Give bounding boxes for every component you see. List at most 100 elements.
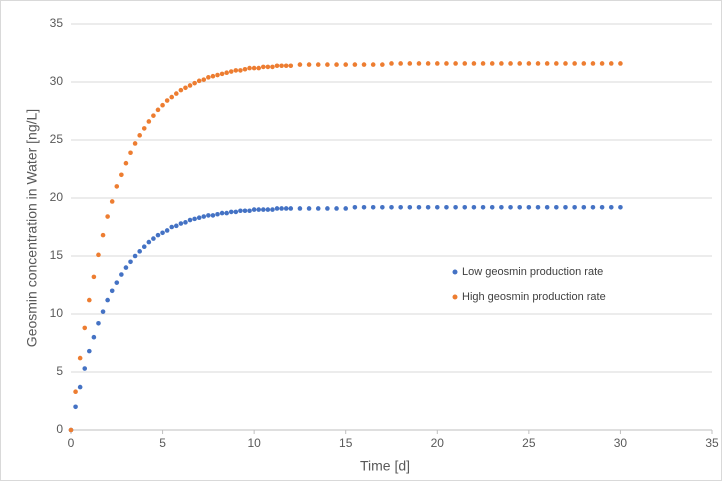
data-point	[526, 204, 532, 210]
data-point	[178, 87, 184, 93]
data-point	[526, 61, 532, 66]
legend-marker	[452, 269, 458, 275]
data-point	[297, 206, 303, 211]
x-tick-label: 20	[431, 436, 445, 450]
data-point	[228, 209, 234, 215]
data-point	[590, 61, 596, 66]
data-point	[224, 70, 229, 76]
data-point	[132, 253, 138, 259]
data-point	[297, 62, 303, 67]
data-point	[352, 204, 358, 210]
data-point	[434, 204, 440, 210]
data-point	[151, 113, 156, 118]
data-point	[425, 204, 431, 210]
data-point	[100, 232, 106, 238]
data-point	[164, 228, 170, 233]
data-point	[398, 204, 403, 210]
data-point	[279, 206, 284, 211]
data-point	[238, 68, 243, 73]
data-point	[160, 102, 165, 108]
data-point	[174, 223, 179, 229]
legend-label: High geosmin production rate	[462, 291, 606, 303]
data-point	[228, 69, 234, 74]
data-point	[563, 204, 568, 210]
data-point	[471, 61, 477, 66]
data-point	[169, 94, 175, 100]
data-point	[247, 208, 252, 214]
data-point	[462, 61, 468, 66]
data-point	[544, 61, 550, 66]
y-tick-label: 15	[50, 248, 64, 262]
data-point	[242, 66, 248, 72]
data-point	[141, 244, 147, 250]
data-point	[210, 73, 216, 79]
data-point	[572, 204, 577, 210]
data-point	[233, 209, 239, 215]
data-point	[288, 63, 294, 69]
data-point	[224, 210, 229, 216]
y-tick-label: 20	[50, 190, 64, 204]
data-point	[123, 160, 129, 166]
data-point	[128, 150, 133, 156]
data-point	[590, 204, 596, 210]
data-point	[352, 62, 358, 67]
data-point	[219, 71, 225, 77]
data-point	[160, 230, 165, 236]
data-point	[192, 216, 197, 222]
data-point	[444, 204, 449, 210]
data-point	[270, 64, 275, 70]
data-point	[82, 366, 88, 371]
data-point	[68, 427, 74, 433]
data-point	[155, 107, 161, 113]
data-point	[119, 272, 124, 277]
y-tick-label: 0	[56, 422, 63, 436]
data-point	[265, 64, 271, 70]
data-point	[73, 404, 78, 410]
data-point	[554, 204, 559, 210]
data-point	[174, 91, 179, 96]
y-tick-label: 5	[56, 364, 63, 378]
data-point	[334, 206, 339, 211]
data-point	[206, 213, 211, 218]
data-point	[618, 204, 623, 210]
x-tick-label: 25	[522, 436, 536, 450]
data-point	[238, 208, 243, 214]
data-point	[517, 204, 522, 210]
data-point	[169, 224, 175, 230]
data-point	[361, 62, 367, 67]
data-point	[183, 220, 188, 225]
data-point	[123, 265, 129, 270]
data-point	[265, 207, 271, 212]
data-point	[444, 61, 449, 66]
data-point	[137, 133, 142, 138]
data-point	[581, 204, 587, 210]
data-point	[73, 389, 78, 395]
data-point	[100, 309, 106, 314]
y-tick-label: 10	[50, 306, 64, 320]
data-point	[91, 334, 97, 340]
data-point	[315, 206, 321, 211]
data-point	[87, 348, 92, 354]
data-point	[389, 204, 394, 210]
data-point	[499, 204, 504, 210]
x-tick-label: 30	[614, 436, 628, 450]
data-point	[256, 207, 262, 212]
y-tick-label: 25	[50, 132, 64, 146]
data-point	[187, 83, 193, 88]
data-point	[599, 61, 605, 66]
data-point	[370, 204, 376, 210]
data-point	[416, 61, 422, 66]
data-point	[261, 64, 266, 70]
data-point	[389, 61, 394, 66]
data-point	[581, 61, 587, 66]
data-point	[453, 61, 458, 66]
data-point	[434, 61, 440, 66]
data-point	[416, 204, 422, 210]
data-point	[398, 61, 403, 66]
data-point	[283, 206, 289, 211]
data-point	[499, 61, 504, 66]
data-point	[247, 65, 252, 71]
data-point	[251, 207, 257, 212]
data-point	[114, 280, 120, 285]
data-point	[261, 207, 266, 212]
